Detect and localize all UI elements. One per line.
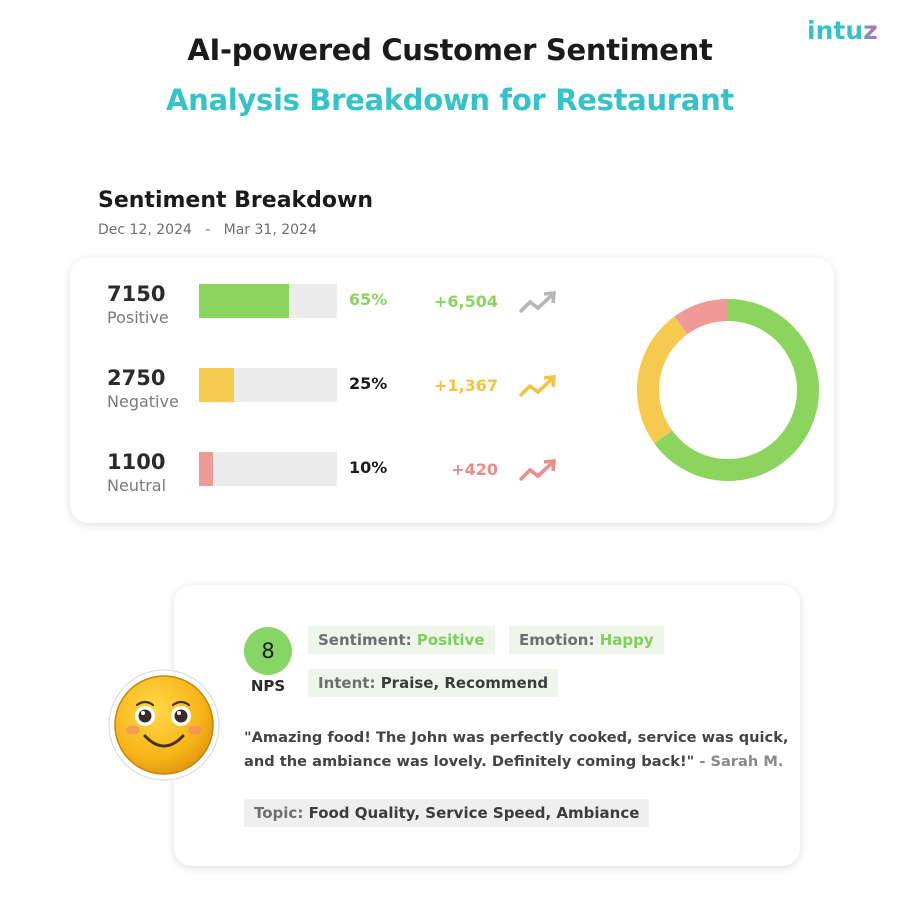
page-title-line-1: AI-powered Customer Sentiment [187, 33, 713, 67]
breakdown-delta: +1,367 [433, 376, 498, 395]
svg-text:intuz: intuz [807, 16, 878, 45]
page-title-line-2: Analysis Breakdown for Restaurant [166, 83, 734, 117]
intent-chip-value: Praise, Recommend [380, 674, 549, 692]
breakdown-count: 2750 [107, 366, 166, 390]
intuz-logo: intuz [807, 16, 878, 45]
section-title: Sentiment Breakdown [98, 188, 374, 213]
review-quote: "Amazing food! The John was perfectly co… [244, 726, 789, 774]
breakdown-label: Positive [107, 308, 169, 327]
topic-chip-key: Topic: [254, 804, 304, 822]
nps-label: NPS [250, 677, 286, 695]
breakdown-count: 7150 [107, 282, 166, 306]
breakdown-bar-track [199, 452, 337, 486]
emotion-chip-value: Happy [599, 631, 654, 649]
breakdown-row-neutral: 1100 Neutral 10% +420 [70, 426, 630, 495]
breakdown-bar-track [199, 368, 337, 402]
topic-chip: Topic: Food Quality, Service Speed, Ambi… [244, 799, 650, 827]
sentiment-chip: Sentiment: Positive [308, 626, 495, 654]
trending-up-icon [517, 374, 557, 400]
trending-up-icon [517, 290, 557, 316]
sentiment-breakdown-card: 7150 Positive 65% +6,504 2750 Negative 25% +1,3… [70, 258, 834, 523]
breakdown-bar-fill [199, 284, 289, 318]
date-range: Dec 12, 2024 - Mar 31, 2024 [98, 222, 317, 238]
smiley-face-icon [108, 669, 220, 781]
breakdown-percent: 25% [349, 374, 388, 393]
breakdown-delta: +420 [451, 460, 498, 479]
sentiment-chip-value: Positive [416, 631, 485, 649]
breakdown-bar-fill [199, 452, 213, 486]
breakdown-row-negative: 2750 Negative 25% +1,367 [70, 342, 630, 411]
breakdown-label: Negative [107, 392, 179, 411]
breakdown-percent: 65% [349, 290, 388, 309]
donut-segment-positive [654, 299, 819, 481]
nps-score-badge: 8 [244, 627, 292, 675]
donut-segment-neutral [674, 299, 729, 335]
donut-segment-negative [637, 316, 688, 444]
intent-chip: Intent: Praise, Recommend [308, 669, 559, 697]
emotion-chip-key: Emotion: [519, 631, 595, 649]
breakdown-bar-fill [199, 368, 234, 402]
trending-up-icon [517, 458, 557, 484]
breakdown-count: 1100 [107, 450, 166, 474]
breakdown-percent: 10% [349, 458, 388, 477]
breakdown-label: Neutral [107, 476, 167, 495]
sentiment-chip-key: Sentiment: [318, 631, 412, 649]
emotion-chip: Emotion: Happy [509, 626, 664, 654]
review-quote-text: "Amazing food! The John was perfectly co… [244, 729, 789, 770]
intent-chip-key: Intent: [318, 674, 376, 692]
review-author: - Sarah M. [699, 753, 784, 770]
sentiment-donut-chart [637, 299, 819, 481]
topic-chip-value: Food Quality, Service Speed, Ambiance [308, 804, 640, 822]
breakdown-bar-track [199, 284, 337, 318]
breakdown-delta: +6,504 [433, 292, 498, 311]
breakdown-row-positive: 7150 Positive 65% +6,504 [70, 258, 630, 327]
